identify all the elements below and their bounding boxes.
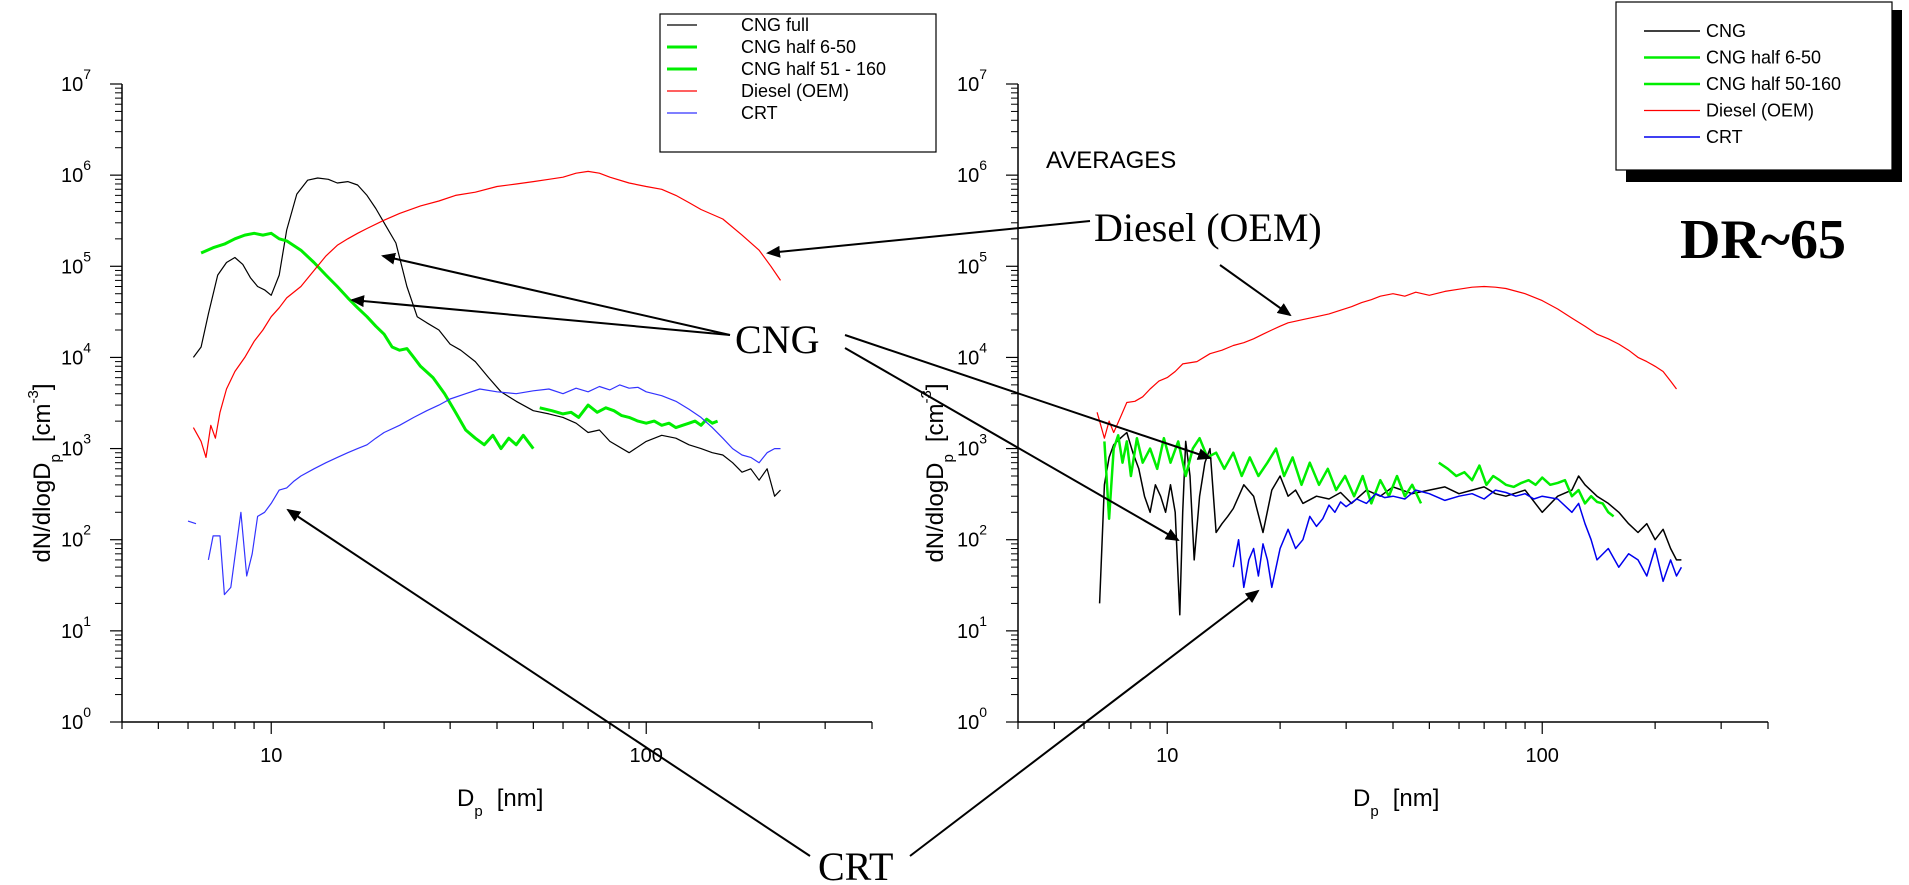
y-tick-label: 105 [957,248,987,278]
y-axis-label: dN/dlogDp[cm-3] [25,383,64,562]
series-line [187,384,781,596]
x-tick-label: 100 [630,745,663,767]
arrow-crt-left [286,508,811,857]
arrow-diesel-right [1219,264,1292,317]
x-tick-label: 10 [260,745,282,767]
arrow-cng-left-2 [350,295,731,336]
y-tick-label: 101 [957,613,987,643]
y-tick-label: 101 [61,613,91,643]
legend-right: CNG CNG half 6-50 CNG half 50-160 Diesel (O… [1615,1,1902,182]
y-tick-label: 104 [957,339,987,369]
y-tick-label: 107 [61,66,91,96]
y-tick-label: 100 [61,704,91,734]
y-tick-label: 102 [61,522,91,552]
series-line [1098,431,1682,616]
arrow-diesel-left [766,220,1091,258]
arrow-cng-left-1 [381,252,731,336]
x-tick-label: 100 [1526,745,1559,767]
annotation-arrows [286,220,1292,857]
legend-label: CNG half 6-50 [1706,48,1821,68]
legend-label: CNG half 50-160 [1706,74,1841,94]
legend-label: CRT [1706,127,1743,147]
y-tick-label: 100 [957,704,987,734]
y-tick-label: 106 [957,157,987,187]
y-tick-label: 102 [957,522,987,552]
series-line [539,403,719,430]
arrow-cng-right-1 [844,334,1212,460]
cng-annotation: CNG [735,317,819,362]
crt-annotation: CRT [818,844,893,885]
y-tick-label: 103 [61,431,91,461]
legend-label: CRT [741,103,778,123]
series-line [1096,285,1677,439]
x-axis-label: Dp [nm] [457,785,543,820]
series-line [1438,461,1615,518]
series-line [192,177,781,497]
legend-label: CNG half 51 - 160 [741,59,886,79]
legend-label: CNG half 6-50 [741,37,856,57]
dr-annotation: DR~65 [1680,209,1846,271]
series-line [1232,489,1683,589]
y-tick-label: 105 [61,248,91,278]
y-tick-label: 103 [957,431,987,461]
diesel-annotation: Diesel (OEM) [1094,205,1322,250]
legend-label: Diesel (OEM) [741,81,849,101]
y-tick-label: 106 [61,157,91,187]
y-tick-label: 107 [957,66,987,96]
averages-label: AVERAGES [1046,147,1176,174]
series-line [192,170,781,458]
legend-label: Diesel (OEM) [1706,101,1814,121]
arrow-crt-right [909,589,1260,857]
left-chart: 10 100 100 101 102 103 104 105 106 107 Dp [nm] dN/dl… [25,66,873,820]
series-line [200,231,535,451]
legend-label: CNG [1706,21,1746,41]
legend-label: CNG full [741,15,809,35]
arrow-cng-right-2 [844,347,1180,541]
x-tick-label: 10 [1156,745,1178,767]
x-axis-label: Dp [nm] [1353,785,1439,820]
y-tick-label: 104 [61,339,91,369]
series-line [1103,434,1423,520]
